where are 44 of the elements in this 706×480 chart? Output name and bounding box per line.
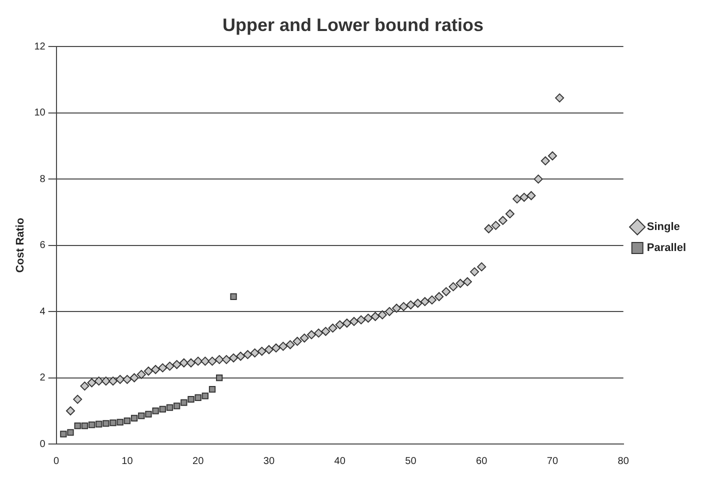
point [138,412,145,420]
y-tick-label: 0 [40,438,46,450]
y-tick-label: 6 [40,240,46,252]
point [67,429,74,436]
x-tick-label: 70 [546,456,558,467]
y-tick-label: 2 [40,372,46,384]
chart-title: Upper and Lower bound ratios [222,14,484,35]
y-tick-label: 8 [40,174,46,185]
point [116,418,124,426]
point [60,430,67,438]
point [152,408,159,414]
point [81,422,88,430]
x-tick-label: 10 [122,456,134,467]
point [230,293,237,300]
x-tick-label: 0 [54,456,60,467]
point [208,386,216,393]
point [145,410,152,418]
x-tick-label: 50 [405,456,417,467]
point [124,417,131,424]
point [102,420,110,427]
x-tick-label: 40 [334,456,346,467]
point [130,414,138,422]
x-tick-label: 30 [263,456,275,467]
x-tick-label: 80 [618,456,630,467]
legend-label: Parallel [646,242,686,254]
legend-label: Single [646,221,680,234]
point [216,374,223,382]
point [188,396,194,403]
y-axis-title: Cost Ratio [14,218,27,273]
point [74,422,81,430]
point [173,402,180,410]
point [202,392,208,400]
x-tick-label: 60 [476,456,488,467]
y-tick-label: 10 [34,108,46,119]
x-tick-label: 20 [192,456,204,467]
point [180,399,188,406]
point [166,404,174,411]
y-tick-label: 12 [34,41,46,52]
point [88,421,96,428]
point [159,406,166,413]
y-tick-label: 4 [40,306,46,318]
point [194,394,202,401]
point [110,419,116,426]
point [96,420,102,428]
